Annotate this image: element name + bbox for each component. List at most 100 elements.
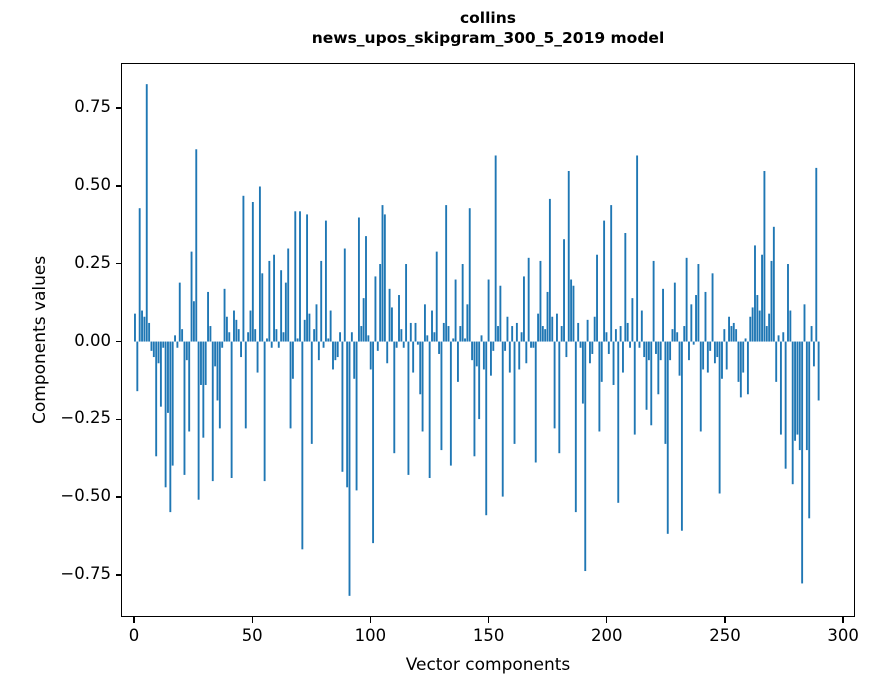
bar xyxy=(188,341,191,432)
y-tick-mark xyxy=(115,418,121,421)
chart-title: collins news_upos_skipgram_300_5_2019 mo… xyxy=(121,8,855,49)
bar xyxy=(721,341,723,379)
bar xyxy=(471,341,474,361)
bar xyxy=(532,341,535,348)
bar xyxy=(730,326,733,342)
bar xyxy=(327,338,330,342)
bar xyxy=(650,341,653,426)
bar xyxy=(659,341,662,361)
bar xyxy=(817,341,820,401)
x-tick-mark xyxy=(251,617,253,623)
bar xyxy=(737,341,740,382)
bar xyxy=(815,167,818,342)
bar xyxy=(150,341,153,351)
bar xyxy=(499,285,502,342)
bar xyxy=(754,245,756,342)
bar xyxy=(317,341,320,361)
bar xyxy=(383,214,386,342)
bar xyxy=(400,329,403,342)
bar xyxy=(299,211,301,342)
bar xyxy=(801,341,804,584)
bar xyxy=(402,341,405,348)
bar xyxy=(306,214,309,342)
bar xyxy=(362,298,365,342)
x-tick-mark xyxy=(842,617,844,623)
x-tick-label: 250 xyxy=(709,626,741,645)
bar xyxy=(739,341,742,398)
y-axis-label: Components values xyxy=(30,255,50,424)
bar xyxy=(485,341,488,516)
bar xyxy=(433,332,436,342)
bar xyxy=(666,341,669,534)
bar xyxy=(723,329,726,342)
y-tick-mark xyxy=(115,340,121,343)
bar xyxy=(636,155,639,342)
bar xyxy=(223,288,226,342)
bar xyxy=(431,310,433,342)
bar xyxy=(596,254,598,342)
bar xyxy=(291,341,294,379)
y-tick-mark xyxy=(115,185,121,187)
bar xyxy=(308,313,311,342)
bar xyxy=(563,239,565,342)
bar xyxy=(348,341,351,596)
bar xyxy=(270,341,273,348)
bar xyxy=(176,341,179,348)
y-tick-label: 0.75 xyxy=(74,97,111,117)
bar xyxy=(501,341,504,497)
bar xyxy=(336,341,339,358)
bar xyxy=(645,341,648,410)
bar xyxy=(617,341,620,503)
bar xyxy=(416,341,419,345)
bar xyxy=(808,341,811,519)
bar xyxy=(412,341,415,373)
bar xyxy=(369,341,372,370)
bar xyxy=(381,205,384,342)
bar xyxy=(157,341,160,364)
bar xyxy=(560,326,563,342)
bar xyxy=(204,341,207,385)
bar xyxy=(207,291,209,342)
x-tick-label: 100 xyxy=(354,626,387,645)
bar xyxy=(244,341,247,429)
bar xyxy=(148,322,151,342)
bar xyxy=(586,319,589,342)
bar xyxy=(647,341,650,361)
bar xyxy=(473,341,476,457)
bar xyxy=(796,341,799,435)
bar xyxy=(334,341,337,361)
bar xyxy=(225,316,228,342)
bar xyxy=(633,341,636,435)
bar xyxy=(591,341,594,354)
bar xyxy=(664,341,667,444)
bar xyxy=(171,341,174,466)
bar xyxy=(254,329,257,342)
bar xyxy=(322,341,325,348)
bar xyxy=(263,341,266,482)
bar xyxy=(581,341,584,404)
bar xyxy=(662,288,664,342)
y-tick-mark xyxy=(115,574,121,576)
bar xyxy=(525,341,528,364)
bar xyxy=(409,322,412,342)
bar xyxy=(141,310,143,342)
bar xyxy=(779,341,782,435)
bar xyxy=(367,335,370,342)
bar xyxy=(268,260,271,342)
bar xyxy=(183,341,186,475)
bar xyxy=(249,310,252,342)
bar xyxy=(303,319,306,342)
bar xyxy=(607,341,610,354)
bar xyxy=(202,341,205,438)
bar xyxy=(398,295,400,342)
bar xyxy=(266,338,268,342)
bar xyxy=(357,217,360,342)
bar xyxy=(185,341,188,361)
bar xyxy=(551,316,554,342)
x-tick-label: 150 xyxy=(472,626,505,645)
bar xyxy=(697,264,700,342)
bar xyxy=(746,341,749,395)
bar xyxy=(376,341,379,351)
bar xyxy=(789,310,792,342)
